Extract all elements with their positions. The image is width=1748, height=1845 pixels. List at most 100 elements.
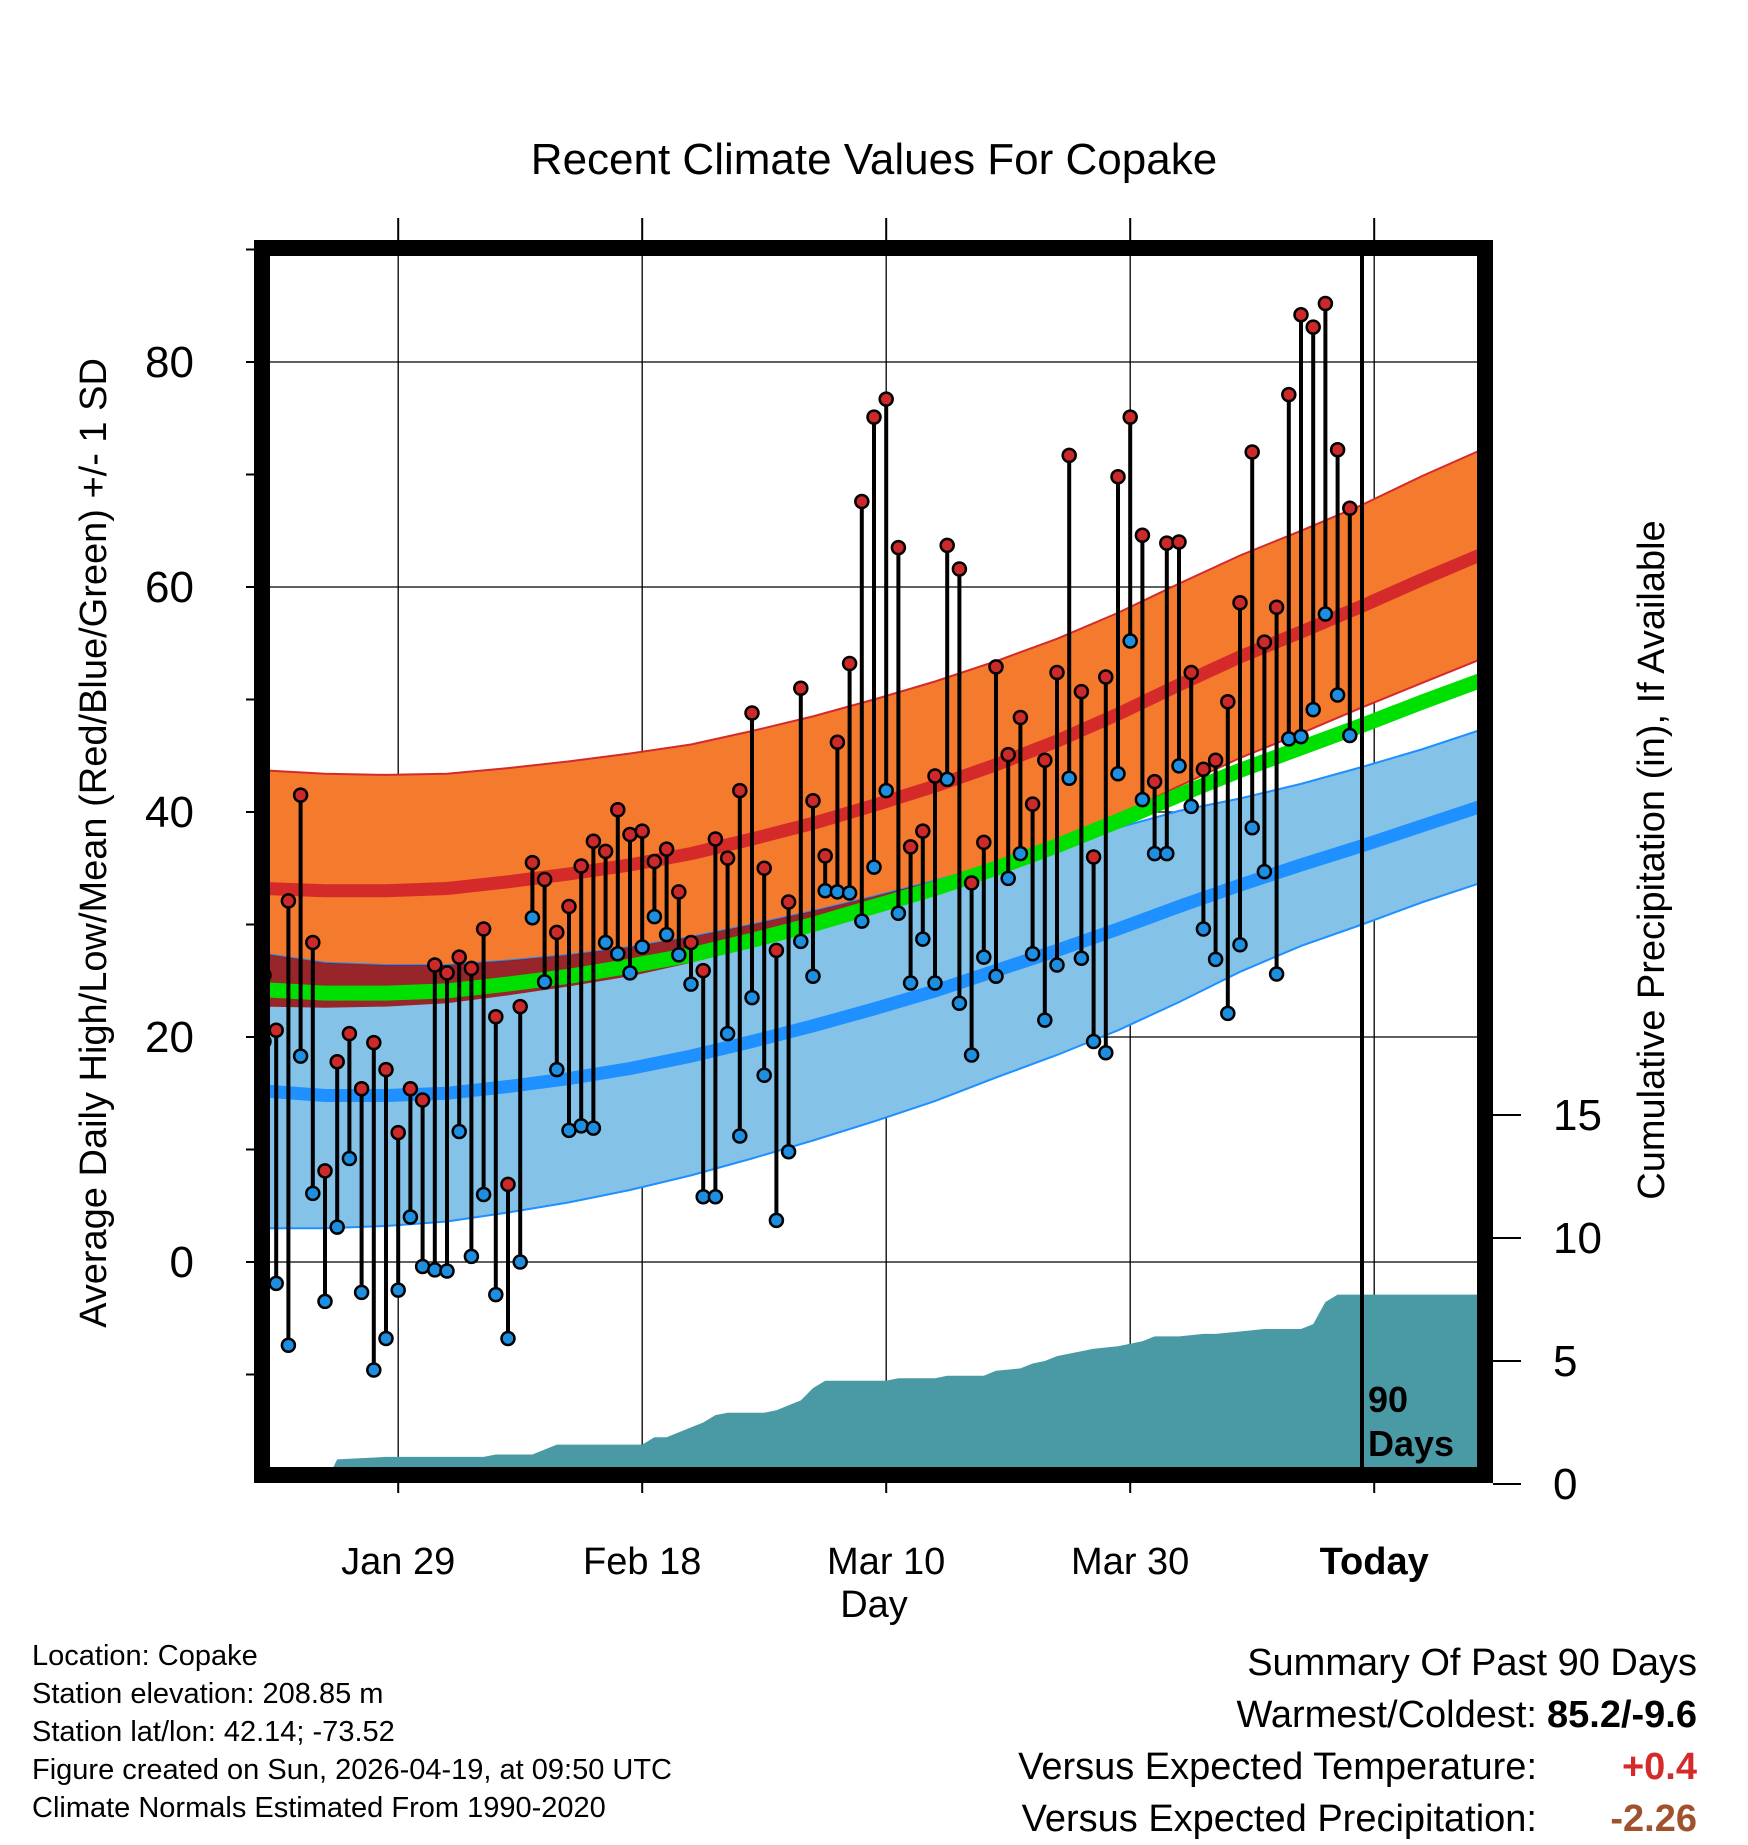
daily-high-point bbox=[1171, 534, 1187, 550]
daily-high-point bbox=[1244, 444, 1260, 460]
daily-low-point bbox=[1098, 1045, 1114, 1061]
marker-label-days: Days bbox=[1368, 1423, 1454, 1464]
daily-low-point bbox=[780, 1144, 797, 1160]
daily-high-point bbox=[780, 894, 797, 910]
daily-high-point bbox=[805, 793, 821, 809]
daily-low-point bbox=[439, 1263, 455, 1279]
daily-high-point bbox=[353, 1081, 370, 1097]
y-left-tick-label: 60 bbox=[145, 563, 194, 612]
daily-low-point bbox=[902, 975, 919, 991]
overlap-band bbox=[264, 728, 1484, 1008]
daily-low-point bbox=[353, 1284, 370, 1301]
daily-high-point bbox=[317, 1163, 333, 1179]
daily-high-point bbox=[707, 831, 724, 847]
daily-high-point bbox=[646, 853, 663, 870]
daily-low-point bbox=[390, 1282, 406, 1298]
daily-low-point bbox=[597, 934, 614, 951]
daily-high-point bbox=[268, 1022, 284, 1038]
daily-high-point bbox=[756, 860, 772, 876]
daily-low-point bbox=[1073, 950, 1090, 966]
daily-low-point bbox=[866, 859, 882, 875]
daily-high-point bbox=[768, 942, 785, 959]
daily-low-point bbox=[451, 1123, 467, 1140]
daily-high-point bbox=[439, 965, 455, 981]
y-left-tick-label: 0 bbox=[170, 1238, 194, 1287]
y-right-tick-label: 5 bbox=[1553, 1337, 1577, 1386]
daily-high-point bbox=[915, 823, 931, 839]
daily-low-point bbox=[1232, 937, 1248, 953]
daily-high-point bbox=[671, 884, 687, 900]
daily-high-point bbox=[1317, 295, 1334, 312]
daily-low-point bbox=[1342, 727, 1358, 744]
x-axis-label: Day bbox=[840, 1584, 908, 1626]
daily-low-point bbox=[1305, 701, 1321, 718]
daily-low-point bbox=[585, 1120, 602, 1136]
daily-low-point bbox=[768, 1212, 785, 1229]
daily-high-point bbox=[1195, 761, 1212, 777]
daily-high-point bbox=[1183, 664, 1199, 681]
daily-high-point bbox=[1232, 595, 1248, 611]
daily-low-point bbox=[854, 913, 870, 929]
daily-high-point bbox=[1293, 307, 1309, 323]
warmest-value: 85.2/-9.6 bbox=[1547, 1694, 1697, 1736]
marker-label-number: 90 bbox=[1368, 1379, 1408, 1420]
daily-high-point bbox=[500, 1176, 516, 1193]
precip-value: -2.26 bbox=[1610, 1798, 1697, 1840]
daily-low-point bbox=[951, 995, 968, 1011]
daily-low-point bbox=[658, 926, 675, 943]
daily-high-point bbox=[451, 949, 467, 965]
daily-low-point bbox=[1207, 951, 1224, 968]
daily-low-point bbox=[1012, 845, 1029, 862]
daily-low-point bbox=[1268, 966, 1285, 982]
daily-low-point bbox=[573, 1118, 589, 1134]
daily-high-point bbox=[280, 893, 297, 909]
summary-panel: Summary Of Past 90 Days Warmest/Coldest:… bbox=[1018, 1637, 1697, 1845]
x-tick-label: Mar 30 bbox=[1071, 1541, 1189, 1583]
mean-normal-line bbox=[263, 672, 1485, 1001]
daily-high-point bbox=[512, 998, 528, 1015]
daily-low-point bbox=[756, 1067, 772, 1083]
plot-frame bbox=[254, 240, 1493, 1483]
daily-low-point bbox=[988, 968, 1004, 984]
y-left-tick-label: 20 bbox=[145, 1013, 194, 1062]
daily-low-point bbox=[463, 1248, 480, 1265]
daily-low-point bbox=[1195, 921, 1212, 937]
daily-low-point bbox=[1159, 845, 1175, 862]
y-right-tick-label: 15 bbox=[1553, 1091, 1602, 1140]
precip-label: Versus Expected Precipitation: bbox=[1021, 1798, 1537, 1840]
daily-low-point bbox=[1110, 766, 1126, 782]
daily-low-point bbox=[341, 1150, 358, 1167]
daily-high-point bbox=[536, 871, 553, 888]
daily-high-point bbox=[329, 1054, 345, 1070]
daily-high-point bbox=[927, 768, 943, 784]
created-text: Figure created on Sun, 2026-04-19, at 09… bbox=[32, 1754, 672, 1786]
y-axis-left-label: Average Daily High/Low/Mean (Red/Blue/Gr… bbox=[73, 358, 115, 1328]
daily-high-point bbox=[963, 875, 980, 891]
daily-high-point bbox=[402, 1081, 419, 1097]
daily-low-point bbox=[402, 1209, 419, 1225]
x-tick-label: Feb 18 bbox=[583, 1541, 701, 1583]
daily-high-point bbox=[427, 957, 443, 973]
x-tick-label: Mar 10 bbox=[827, 1541, 945, 1583]
daily-low-point bbox=[878, 782, 894, 799]
daily-high-point bbox=[561, 898, 577, 915]
daily-high-point bbox=[1207, 752, 1224, 768]
daily-low-point bbox=[1085, 1033, 1102, 1050]
daily-high-point bbox=[1329, 442, 1346, 458]
daily-high-point bbox=[390, 1124, 406, 1141]
normals-text: Climate Normals Estimated From 1990-2020 bbox=[32, 1792, 606, 1824]
axes: 0 20 40 60 80 0 5 10 15 Jan 29 Feb 18 Mar 10 Mar 30 T… bbox=[145, 218, 1602, 1583]
daily-low-point bbox=[378, 1330, 394, 1347]
daily-low-point bbox=[1000, 870, 1016, 887]
daily-high-point bbox=[378, 1061, 394, 1078]
temp-label: Versus Expected Temperature: bbox=[1018, 1746, 1537, 1788]
daily-low-point bbox=[671, 947, 687, 963]
daily-low-point bbox=[963, 1047, 980, 1063]
daily-low-point bbox=[890, 905, 907, 921]
daily-high-point bbox=[1037, 752, 1053, 768]
y-left-tick-label: 80 bbox=[145, 338, 194, 387]
daily-low-point bbox=[305, 1185, 321, 1202]
daily-high-point bbox=[841, 655, 858, 672]
daily-high-point bbox=[719, 850, 736, 866]
